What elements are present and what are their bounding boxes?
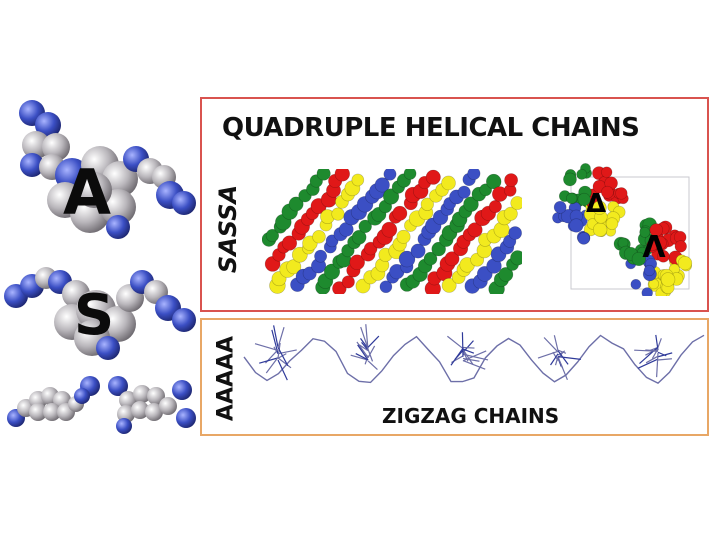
zigzag-chains-panel: AAAAA ZIGZAG CHAINS [200,318,709,436]
zigzag-panel-title: ZIGZAG CHAINS [382,404,560,428]
letter-s: S [73,283,115,348]
molecule-s-model [2,252,202,364]
sassa-label: SASSA [214,184,242,274]
aaaaa-label: AAAAA [213,335,239,422]
helical-panel-title: QUADRUPLE HELICAL CHAINS [222,113,640,143]
lambda-symbol: Λ [642,230,666,265]
zigzag-wireframe [238,324,708,396]
molecule-a-model [10,95,200,245]
helical-chains-panel: QUADRUPLE HELICAL CHAINS SASSA Δ Λ [200,97,709,312]
small-molecules [4,368,200,436]
helical-chain-bundle [262,169,522,294]
unit-cell-view [547,161,697,296]
delta-symbol: Δ [585,189,607,219]
letter-a: A [63,156,111,229]
